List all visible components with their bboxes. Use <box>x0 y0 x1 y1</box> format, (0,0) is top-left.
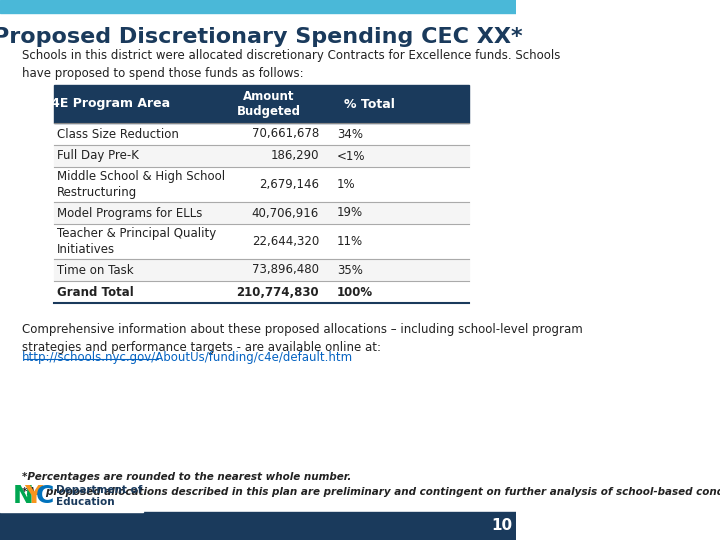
Bar <box>54 281 469 303</box>
Text: Department of: Department of <box>56 485 143 495</box>
Text: Schools in this district were allocated discretionary Contracts for Excellence f: Schools in this district were allocated … <box>22 50 560 80</box>
Text: 40,706,916: 40,706,916 <box>252 206 319 219</box>
Text: N: N <box>13 484 34 508</box>
Text: 34%: 34% <box>337 127 363 140</box>
Text: Teacher & Principal Quality
Initiatives: Teacher & Principal Quality Initiatives <box>58 227 217 256</box>
Text: Grand Total: Grand Total <box>58 286 134 299</box>
Text: 10: 10 <box>491 518 512 534</box>
Text: Time on Task: Time on Task <box>58 264 134 276</box>
Text: Full Day Pre-K: Full Day Pre-K <box>58 150 139 163</box>
Text: Model Programs for ELLs: Model Programs for ELLs <box>58 206 203 219</box>
Bar <box>0 480 143 512</box>
Text: Proposed Discretionary Spending CEC XX*: Proposed Discretionary Spending CEC XX* <box>0 27 523 47</box>
Bar <box>54 259 469 281</box>
Text: 1%: 1% <box>337 178 356 191</box>
Text: 210,774,830: 210,774,830 <box>236 286 319 299</box>
Text: <1%: <1% <box>337 150 365 163</box>
Bar <box>54 85 469 123</box>
Text: *Percentages are rounded to the nearest whole number.: *Percentages are rounded to the nearest … <box>22 472 351 482</box>
Bar <box>0 0 516 13</box>
Bar <box>54 202 469 224</box>
Text: Middle School & High School
Restructuring: Middle School & High School Restructurin… <box>58 170 225 199</box>
Bar <box>54 145 469 167</box>
Text: Class Size Reduction: Class Size Reduction <box>58 127 179 140</box>
Bar <box>0 512 516 540</box>
Text: C: C <box>36 484 54 508</box>
Text: *All proposed allocations described in this plan are preliminary and contingent : *All proposed allocations described in t… <box>22 487 720 497</box>
Text: 100%: 100% <box>337 286 373 299</box>
Text: 186,290: 186,290 <box>271 150 319 163</box>
Text: Comprehensive information about these proposed allocations – including school-le: Comprehensive information about these pr… <box>22 323 582 354</box>
Text: % Total: % Total <box>343 98 395 111</box>
Text: Education: Education <box>56 497 114 507</box>
Text: C4E Program Area: C4E Program Area <box>42 98 170 111</box>
Text: 22,644,320: 22,644,320 <box>252 235 319 248</box>
Text: Y: Y <box>24 484 42 508</box>
Text: 11%: 11% <box>337 235 363 248</box>
Text: 19%: 19% <box>337 206 363 219</box>
Text: Amount
Budgeted: Amount Budgeted <box>237 90 301 118</box>
Text: http://schools.nyc.gov/AboutUs/funding/c4e/default.htm: http://schools.nyc.gov/AboutUs/funding/c… <box>22 351 353 364</box>
Text: 2,679,146: 2,679,146 <box>259 178 319 191</box>
Text: 70,661,678: 70,661,678 <box>252 127 319 140</box>
Bar <box>54 224 469 259</box>
Text: 73,896,480: 73,896,480 <box>252 264 319 276</box>
Bar <box>54 167 469 202</box>
Text: 35%: 35% <box>337 264 363 276</box>
Bar <box>54 123 469 145</box>
